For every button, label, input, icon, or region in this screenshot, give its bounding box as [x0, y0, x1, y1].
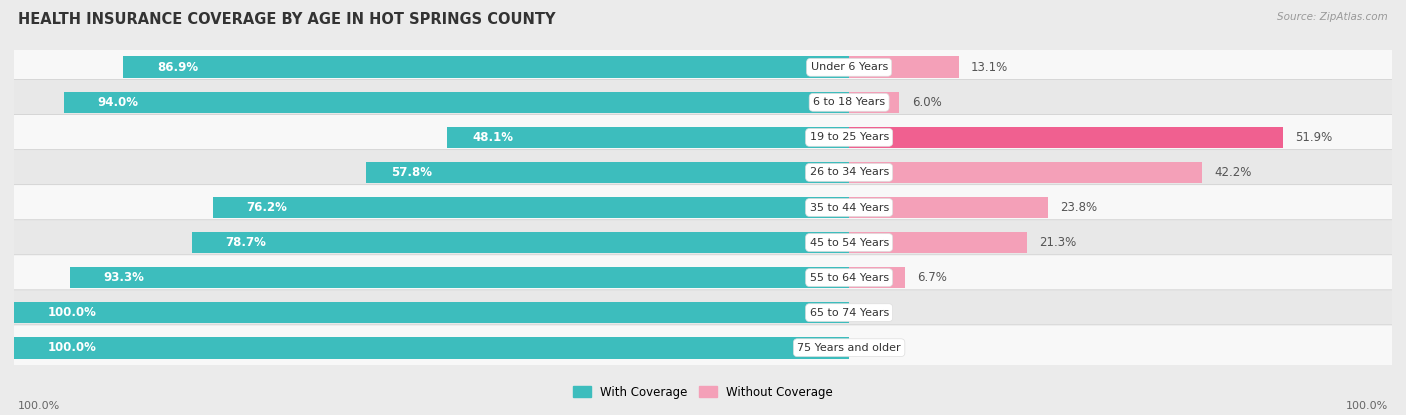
- Text: 65 to 74 Years: 65 to 74 Years: [810, 308, 889, 317]
- Bar: [14, 302, 849, 324]
- Text: 6 to 18 Years: 6 to 18 Years: [813, 98, 886, 107]
- Text: 57.8%: 57.8%: [391, 166, 433, 179]
- Text: 35 to 44 Years: 35 to 44 Years: [810, 203, 889, 212]
- Legend: With Coverage, Without Coverage: With Coverage, Without Coverage: [568, 381, 838, 403]
- Text: HEALTH INSURANCE COVERAGE BY AGE IN HOT SPRINGS COUNTY: HEALTH INSURANCE COVERAGE BY AGE IN HOT …: [18, 12, 555, 27]
- FancyBboxPatch shape: [13, 220, 1393, 265]
- Bar: [70, 267, 849, 288]
- Bar: [124, 56, 849, 78]
- FancyBboxPatch shape: [13, 290, 1393, 335]
- Text: 93.3%: 93.3%: [104, 271, 145, 284]
- Text: 13.1%: 13.1%: [972, 61, 1008, 74]
- FancyBboxPatch shape: [13, 80, 1393, 125]
- Text: 94.0%: 94.0%: [97, 96, 139, 109]
- Bar: [849, 267, 905, 288]
- Text: 78.7%: 78.7%: [225, 236, 266, 249]
- Text: 23.8%: 23.8%: [1060, 201, 1098, 214]
- Text: 0.0%: 0.0%: [862, 306, 891, 319]
- Text: 55 to 64 Years: 55 to 64 Years: [810, 273, 889, 283]
- FancyBboxPatch shape: [13, 44, 1393, 90]
- Text: 76.2%: 76.2%: [246, 201, 287, 214]
- Text: 86.9%: 86.9%: [157, 61, 198, 74]
- Bar: [849, 232, 1026, 254]
- Text: 45 to 54 Years: 45 to 54 Years: [810, 237, 889, 247]
- Text: 51.9%: 51.9%: [1295, 131, 1333, 144]
- Bar: [65, 91, 849, 113]
- Text: 42.2%: 42.2%: [1213, 166, 1251, 179]
- Text: 75 Years and older: 75 Years and older: [797, 343, 901, 353]
- Bar: [849, 91, 900, 113]
- Text: 100.0%: 100.0%: [48, 306, 97, 319]
- Text: 6.0%: 6.0%: [911, 96, 942, 109]
- Text: 19 to 25 Years: 19 to 25 Years: [810, 132, 889, 142]
- FancyBboxPatch shape: [13, 115, 1393, 160]
- Text: Under 6 Years: Under 6 Years: [810, 62, 887, 72]
- Bar: [849, 56, 959, 78]
- Text: 26 to 34 Years: 26 to 34 Years: [810, 168, 889, 178]
- Text: 21.3%: 21.3%: [1039, 236, 1077, 249]
- Bar: [849, 161, 1202, 183]
- Text: 6.7%: 6.7%: [918, 271, 948, 284]
- Bar: [849, 197, 1047, 218]
- Text: 0.0%: 0.0%: [862, 341, 891, 354]
- Bar: [212, 197, 849, 218]
- FancyBboxPatch shape: [13, 255, 1393, 300]
- Bar: [193, 232, 849, 254]
- Text: 100.0%: 100.0%: [18, 401, 60, 411]
- Text: 100.0%: 100.0%: [48, 341, 97, 354]
- Text: 48.1%: 48.1%: [472, 131, 513, 144]
- FancyBboxPatch shape: [13, 150, 1393, 195]
- Bar: [447, 127, 849, 148]
- Bar: [367, 161, 849, 183]
- Text: Source: ZipAtlas.com: Source: ZipAtlas.com: [1277, 12, 1388, 22]
- Text: 100.0%: 100.0%: [1346, 401, 1388, 411]
- Bar: [14, 337, 849, 359]
- FancyBboxPatch shape: [13, 325, 1393, 371]
- FancyBboxPatch shape: [13, 185, 1393, 230]
- Bar: [849, 127, 1282, 148]
